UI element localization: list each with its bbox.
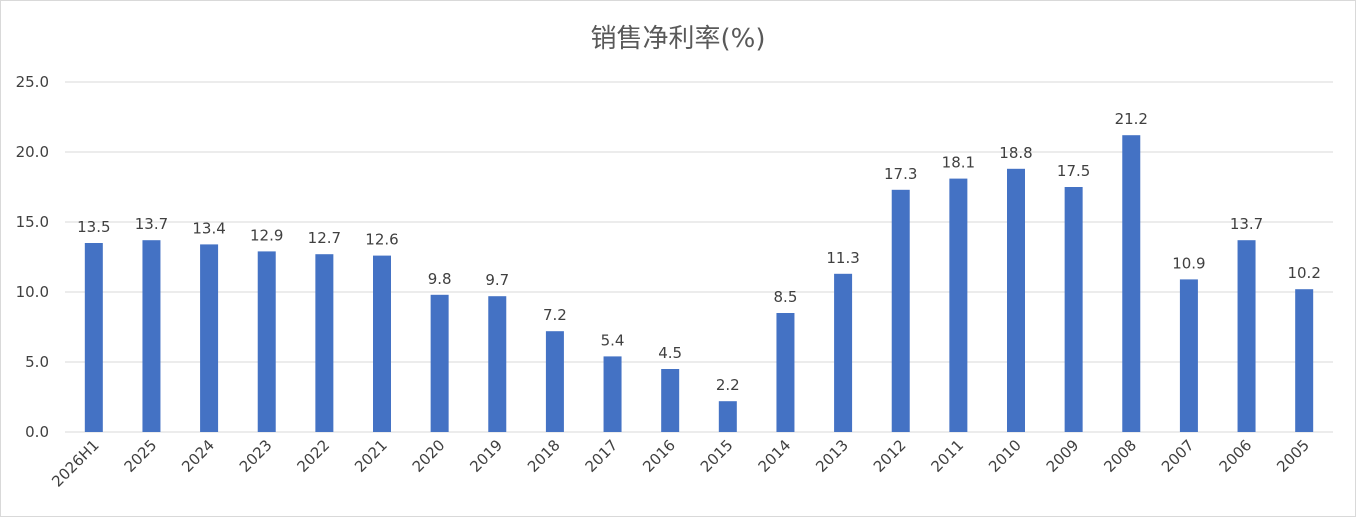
x-tick-label: 2007	[1158, 436, 1198, 476]
data-label: 9.8	[428, 270, 452, 288]
data-label: 18.8	[999, 144, 1032, 162]
data-label: 11.3	[826, 249, 859, 267]
bar	[257, 251, 276, 432]
data-label: 4.5	[658, 344, 682, 362]
data-label: 10.9	[1172, 254, 1205, 272]
bar	[315, 254, 334, 432]
bar	[1064, 187, 1083, 432]
bar	[84, 243, 103, 432]
x-tick-label: 2016	[639, 436, 679, 476]
x-tick-label: 2010	[985, 436, 1025, 476]
data-label: 18.1	[942, 154, 975, 172]
bar	[834, 273, 853, 432]
data-label: 13.5	[77, 218, 110, 236]
data-label: 12.6	[365, 231, 398, 249]
bar	[776, 313, 795, 432]
data-labels: 13.5 13.7 13.4 12.9 12.7 12.6 9.8 9.7 7.2 5.4 4.5 2…	[77, 110, 1321, 394]
y-tick-label: 5.0	[25, 353, 49, 371]
x-tick-label: 2026H1	[48, 436, 102, 490]
x-tick-label: 2009	[1043, 436, 1083, 476]
bar	[603, 356, 622, 432]
bar	[1237, 240, 1256, 432]
x-tick-label: 2012	[870, 436, 910, 476]
data-label: 13.7	[135, 215, 168, 233]
x-tick-label: 2024	[178, 436, 218, 476]
x-tick-label: 2013	[812, 436, 852, 476]
data-label: 13.7	[1230, 215, 1263, 233]
data-label: 10.2	[1287, 264, 1320, 282]
data-label: 8.5	[774, 288, 798, 306]
bar	[142, 240, 161, 432]
bar	[1007, 168, 1025, 433]
x-tick-label: 2022	[293, 436, 333, 476]
x-tick-label: 2019	[466, 436, 506, 476]
data-label: 2.2	[716, 376, 740, 394]
bar	[949, 178, 968, 432]
bar	[1295, 289, 1314, 432]
x-tick-label: 2021	[351, 436, 391, 476]
y-tick-label: 0.0	[25, 423, 49, 441]
bar	[891, 189, 910, 432]
bar	[200, 244, 219, 432]
data-label: 17.3	[884, 165, 917, 183]
data-label: 21.2	[1115, 110, 1148, 128]
gridlines	[65, 81, 1333, 433]
data-label: 5.4	[601, 331, 625, 349]
bar	[488, 296, 507, 432]
bar	[718, 401, 737, 432]
x-tick-label: 2025	[121, 436, 161, 476]
bar	[1122, 135, 1141, 432]
x-tick-label: 2017	[582, 436, 622, 476]
y-tick-label: 20.0	[16, 143, 49, 161]
y-tick-label: 10.0	[16, 283, 49, 301]
bars	[84, 135, 1314, 433]
data-label: 12.9	[250, 226, 283, 244]
bar	[1179, 279, 1198, 432]
x-tick-label: 2023	[236, 436, 276, 476]
chart-title: 销售净利率(%)	[591, 24, 766, 54]
x-tick-label: 2008	[1100, 436, 1140, 476]
data-label: 7.2	[543, 306, 567, 324]
bar	[661, 369, 680, 432]
bar	[430, 294, 449, 432]
bar	[545, 331, 564, 432]
y-tick-label: 25.0	[16, 73, 49, 91]
bar	[373, 255, 391, 432]
y-axis-tick-labels: 0.0 5.0 10.0 15.0 20.0 25.0	[16, 73, 49, 441]
x-axis-tick-labels: 2026H1 2025 2024 2023 2022 2021 2020 2019 2018 20…	[48, 436, 1313, 490]
data-label: 9.7	[485, 271, 509, 289]
x-tick-label: 2011	[927, 436, 967, 476]
data-label: 12.7	[308, 229, 341, 247]
x-tick-label: 2020	[409, 436, 449, 476]
x-tick-label: 2014	[755, 436, 795, 476]
data-label: 13.4	[192, 219, 225, 237]
x-tick-label: 2015	[697, 436, 737, 476]
x-tick-label: 2018	[524, 436, 564, 476]
x-tick-label: 2005	[1273, 436, 1313, 476]
data-label: 17.5	[1057, 162, 1090, 180]
x-tick-label: 2006	[1216, 436, 1256, 476]
y-tick-label: 15.0	[16, 213, 49, 231]
